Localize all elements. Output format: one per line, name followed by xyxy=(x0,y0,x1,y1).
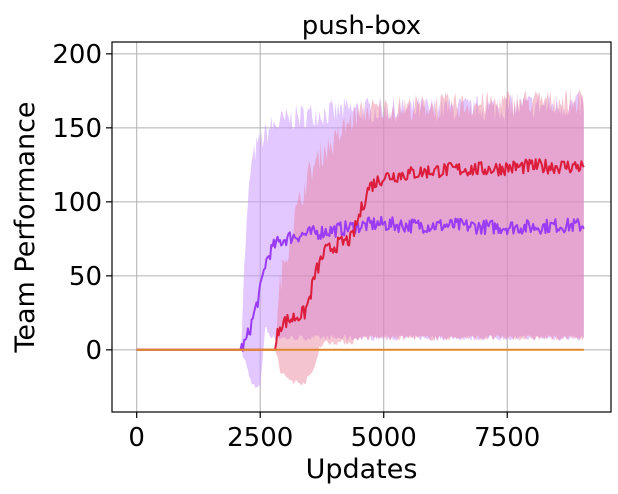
y-tick-label: 150 xyxy=(52,114,102,144)
y-tick-label: 0 xyxy=(85,336,102,366)
x-tick-label: 0 xyxy=(128,423,145,453)
y-tick-label: 50 xyxy=(69,262,102,292)
x-tick-label: 5000 xyxy=(351,423,417,453)
plot-frame xyxy=(111,41,612,413)
confidence-bands xyxy=(136,87,584,389)
y-tick-label: 100 xyxy=(52,188,102,218)
series-lines xyxy=(136,158,585,352)
confidence-band-1 xyxy=(136,87,584,386)
x-tick-label: 7500 xyxy=(474,423,540,453)
x-axis-label: Updates xyxy=(306,454,418,485)
x-tick-label: 2500 xyxy=(227,423,293,453)
y-axis-label: Team Performance xyxy=(10,101,41,353)
ticks: 0 2500 5000 7500 0 50 100 150 200 xyxy=(52,40,540,453)
y-tick-label: 200 xyxy=(52,40,102,70)
chart-title: push-box xyxy=(302,11,421,41)
